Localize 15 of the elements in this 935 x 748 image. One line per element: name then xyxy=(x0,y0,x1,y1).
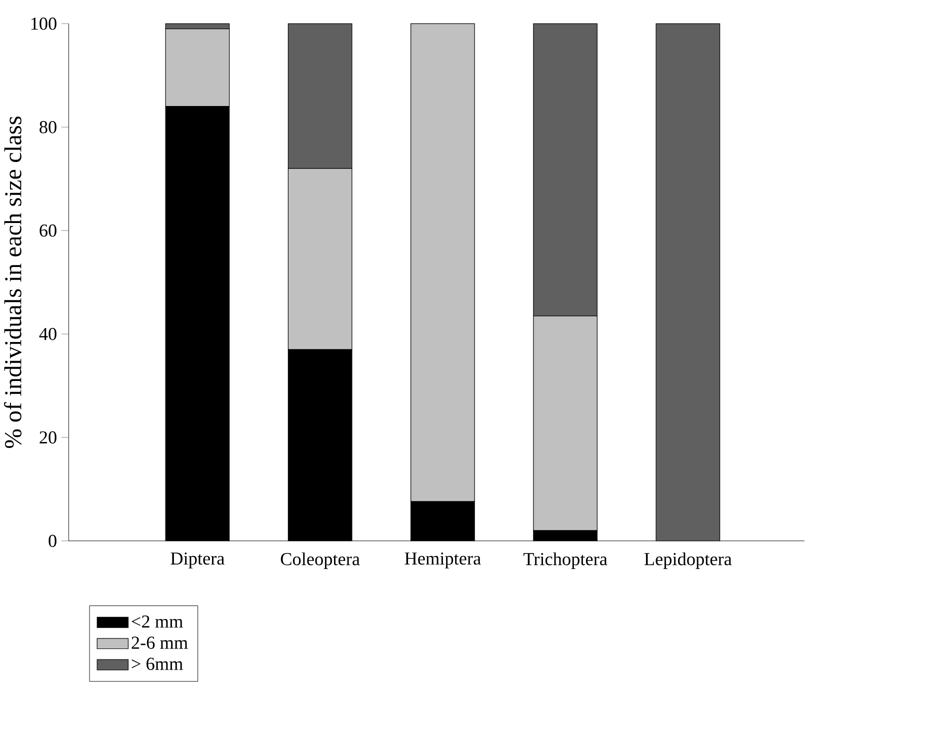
x-tick-label: Coleoptera xyxy=(280,552,360,570)
y-tick-label: 80 xyxy=(40,121,56,134)
legend-label: > 6mm xyxy=(132,658,183,670)
y-tick-label: 40 xyxy=(39,328,56,340)
y-tick-label: 0 xyxy=(48,534,56,548)
y-tick-label: 100 xyxy=(31,18,56,30)
legend-label: <2 mm xyxy=(132,616,183,628)
legend-label: 2-6 mm xyxy=(132,636,188,650)
x-tick-label: Lepidoptera xyxy=(644,552,732,570)
x-tick-label: Hemiptera xyxy=(404,552,481,569)
x-tick-label: Diptera xyxy=(170,552,224,569)
y-axis-title: % of individuals in each size class xyxy=(4,116,22,448)
y-tick-label: 20 xyxy=(40,432,56,444)
x-tick-label: Trichoptera xyxy=(523,552,608,570)
y-tick-label: 60 xyxy=(40,224,56,237)
